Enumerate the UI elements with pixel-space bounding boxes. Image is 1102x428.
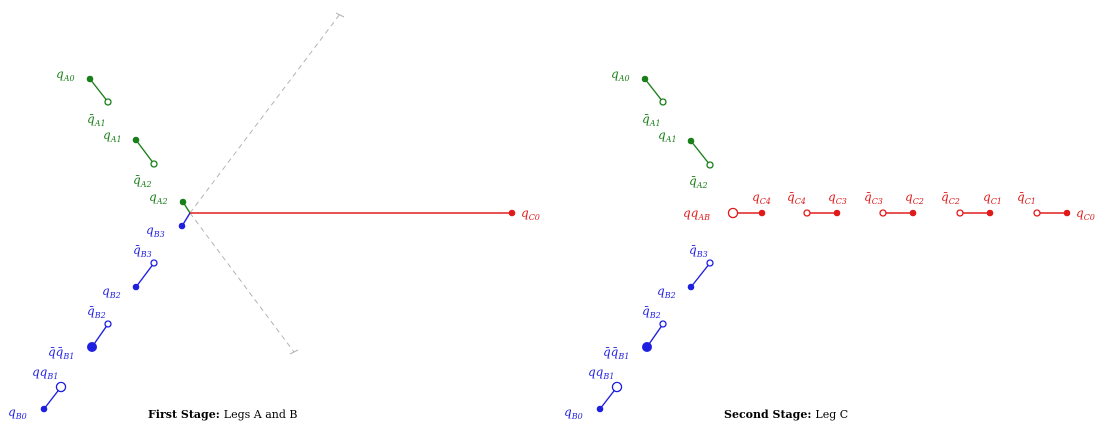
link2-qA1-qbarA2 [690, 140, 711, 166]
label-qbarB2: q̄B2 [87, 304, 106, 320]
label-qA1: qA1 [103, 128, 122, 144]
node2-qC1 [986, 209, 994, 217]
node2-qC0 [1063, 209, 1071, 217]
caption-first-stage: First Stage: Legs A and B [148, 408, 298, 421]
node-qA1 [132, 136, 140, 144]
node2-qC2 [909, 209, 917, 217]
label-qA0: qA0 [56, 67, 75, 83]
node2-qbarqbarB1 [642, 342, 652, 352]
label2-qC0: qC0 [1076, 206, 1095, 222]
node-qbarqbarB1 [87, 342, 97, 352]
label-qbarB3: q̄B3 [133, 243, 152, 259]
label2-qbarB3: q̄B3 [689, 243, 708, 259]
node2-qC3 [833, 209, 841, 217]
link-qB2-qbarB3 [135, 262, 155, 288]
node2-qbarB2 [659, 320, 667, 328]
node-qB2 [132, 283, 140, 291]
node2-qB2 [687, 283, 695, 291]
label-qB0: qB0 [8, 405, 27, 421]
node2-qbarA1 [659, 98, 667, 106]
label-qbarA1: q̄A1 [87, 112, 106, 128]
node-qbarA1 [104, 98, 112, 106]
label2-qA1: qA1 [658, 128, 677, 144]
label2-qbarC1: q̄C1 [1017, 190, 1036, 206]
node2-qbarC4 [803, 209, 811, 217]
node2-qA1 [687, 137, 695, 145]
label2-qC3: qC3 [828, 190, 847, 206]
node2-qbarC3 [879, 209, 887, 217]
label2-qA0: qA0 [611, 67, 630, 83]
node-qA2 [179, 198, 187, 206]
node-qB3 [178, 222, 186, 230]
panel-first-stage: qA0 q̄A1 qA1 q̄A2 qA2 qB3 q̄B3 qB2 q̄B2 … [8, 12, 540, 421]
node2-qbarC1 [1033, 209, 1041, 217]
node2-qA0 [641, 75, 649, 83]
label2-qbarC4: q̄C4 [787, 190, 806, 206]
node2-qqB1 [611, 381, 623, 393]
label-qB2: qB2 [102, 284, 121, 300]
label2-qbarA1: q̄A1 [642, 112, 661, 128]
label-qC0: qC0 [521, 206, 540, 222]
label2-qbarC2: q̄C2 [941, 190, 960, 206]
node-qbarA2 [150, 160, 158, 168]
label-qbarqbarB1: q̄q̄B1 [48, 345, 74, 361]
node-qA0 [86, 75, 94, 83]
dashed-guide-lower [189, 212, 295, 353]
label-qA2: qA2 [149, 190, 168, 206]
label2-qbarA2: q̄A2 [689, 174, 708, 190]
node2-qbarB3 [706, 259, 714, 267]
node-qB0 [40, 405, 48, 413]
label2-qqAB: qqAB [683, 206, 710, 222]
dashed-guide-upper [189, 13, 341, 214]
link-qA0-qbarA1 [89, 78, 109, 103]
label-qB3: qB3 [146, 223, 165, 239]
node-qqB1 [55, 381, 67, 393]
label2-qC2: qC2 [905, 190, 924, 206]
node2-qB0 [596, 405, 604, 413]
link-qA1-qbarA2 [135, 139, 155, 165]
node-qbarB2 [104, 320, 112, 328]
label2-qB0: qB0 [564, 405, 583, 421]
link2-qB2-qbarB3 [690, 262, 711, 288]
label2-qqB1: qqB1 [588, 365, 614, 381]
caption-second-stage: Second Stage: Leg C [724, 408, 848, 421]
label2-qC4: qC4 [752, 190, 771, 206]
label2-qbarC3: q̄C3 [864, 190, 883, 206]
label2-qB2: qB2 [657, 284, 676, 300]
dashed-guide-lower-tick [289, 349, 299, 355]
node-qbarB3 [150, 259, 158, 267]
dashed-guide-upper-tick [335, 12, 345, 18]
node2-qbarA2 [706, 161, 714, 169]
node-qC0 [508, 209, 516, 217]
label-qqB1: qqB1 [32, 365, 58, 381]
link2-qA0-qbarA1 [644, 78, 664, 103]
panel-second-stage: qA0 q̄A1 qA1 q̄A2 qqAB qC4 q̄C4 qC3 q̄C3… [564, 67, 1095, 421]
node2-qbarC2 [956, 209, 964, 217]
label2-qbarB2: q̄B2 [642, 304, 661, 320]
label2-qbarqbarB1: q̄q̄B1 [603, 345, 629, 361]
node2-qC4 [758, 209, 766, 217]
label2-qC1: qC1 [983, 190, 1002, 206]
node2-qqAB [727, 207, 739, 219]
label-qbarA2: q̄A2 [133, 173, 152, 189]
